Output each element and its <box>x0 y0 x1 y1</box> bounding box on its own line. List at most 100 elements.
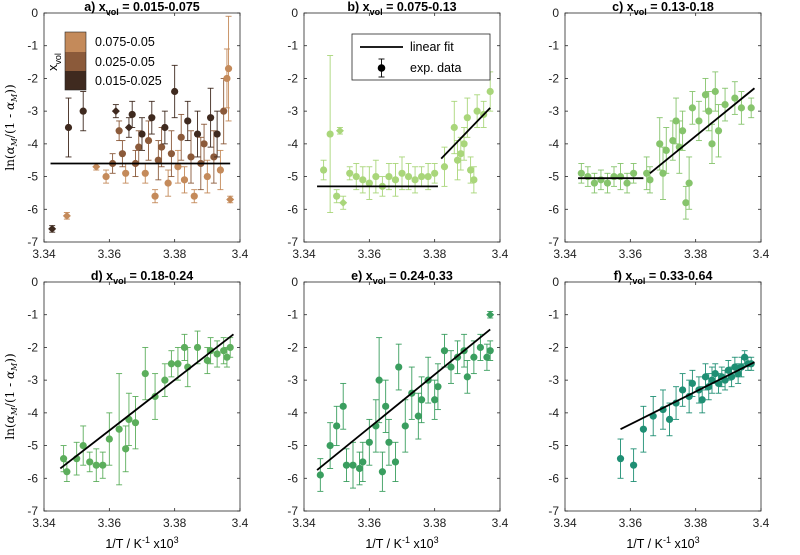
circle-marker <box>180 343 189 352</box>
x-axis-label-main: 1/T / K <box>105 537 142 551</box>
data-point <box>682 185 690 220</box>
data-point <box>187 130 195 184</box>
panel-title-sub: vol <box>373 276 386 286</box>
x-tick-label: 3.38 <box>684 516 708 530</box>
panel-title-sub: vol <box>632 276 645 286</box>
circle-marker <box>378 468 386 476</box>
data-point <box>105 412 113 466</box>
colorbar-swatch <box>65 71 86 90</box>
data-point <box>79 91 87 132</box>
circle-marker <box>603 179 612 187</box>
y-tick-label: -1 <box>548 39 559 53</box>
x-tick-label: 3.4 <box>753 247 770 261</box>
data-point <box>333 189 341 204</box>
y-tick-label: -3 <box>548 104 559 118</box>
data-point <box>184 100 192 142</box>
data-point <box>174 149 182 184</box>
y-tick-label: -5 <box>548 170 559 184</box>
circle-marker <box>135 143 143 151</box>
y-tick-label: 0 <box>552 275 559 289</box>
y-tick-label: -1 <box>27 39 38 53</box>
data-point <box>486 340 494 361</box>
circle-marker <box>365 438 373 446</box>
data-point <box>207 87 215 148</box>
circle-marker <box>711 370 719 378</box>
data-point <box>721 87 729 122</box>
axes-box <box>564 281 762 512</box>
x-axis-label-tail-exp: 3 <box>174 535 179 545</box>
y-tick-label: 0 <box>291 6 298 20</box>
circle-marker <box>200 140 208 148</box>
colorbar: 0.075-0.05 0.025-0.05 0.015-0.025 xvol <box>46 31 162 91</box>
data-point <box>141 163 149 184</box>
y-tick-label: -1 <box>27 308 38 322</box>
data-point <box>115 120 123 142</box>
circle-marker <box>154 156 162 164</box>
x-axis-label: 1/T / K-1 x103 <box>626 535 699 551</box>
circle-marker <box>213 350 221 358</box>
circle-marker <box>63 468 71 476</box>
y-axis-label-part: α <box>3 102 17 110</box>
data-point <box>161 363 169 397</box>
circle-marker <box>705 107 713 115</box>
circle-marker <box>643 169 651 177</box>
y-axis-label-part: /(1 - <box>3 379 17 407</box>
data-point <box>398 156 406 191</box>
y-axis-label-part: α <box>3 371 17 379</box>
circle-marker <box>486 87 494 96</box>
y-tick-label: 0 <box>31 6 38 20</box>
data-point <box>391 163 400 197</box>
circle-marker <box>486 347 494 355</box>
data-point <box>151 189 159 204</box>
x-axis-label-tail-exp: 3 <box>434 535 439 545</box>
axes-box <box>303 281 501 512</box>
circle-marker <box>460 140 468 148</box>
y-tick-label: -6 <box>287 202 298 216</box>
data-point <box>737 91 746 125</box>
y-tick-label: -7 <box>27 504 38 518</box>
data-point <box>226 337 234 358</box>
data-point <box>418 166 426 187</box>
circle-marker <box>339 402 347 410</box>
circle-marker <box>128 110 136 119</box>
data-point <box>741 350 749 365</box>
data-point <box>679 110 687 151</box>
colorbar-title-main: x <box>46 64 60 71</box>
circle-marker <box>161 376 169 384</box>
panel-title-sub: vol <box>634 7 647 17</box>
circle-marker <box>226 343 234 352</box>
data-point <box>639 405 648 453</box>
circle-marker <box>630 461 638 469</box>
x-axis-label: 1/T / K-1 x103 <box>105 535 178 551</box>
circle-marker <box>122 445 130 453</box>
data-point <box>610 166 618 187</box>
circle-marker <box>342 461 351 469</box>
data-point <box>193 330 202 365</box>
circle-marker <box>401 422 409 430</box>
y-tick-label: -3 <box>27 373 38 387</box>
data-point <box>167 350 175 378</box>
circle-marker <box>346 169 354 177</box>
data-point <box>339 382 347 430</box>
x-tick-label: 3.36 <box>619 247 643 261</box>
circle-marker <box>79 441 87 450</box>
y-tick-label: -6 <box>27 202 38 216</box>
circle-marker <box>695 117 703 125</box>
x-tick-label: 3.36 <box>619 516 643 530</box>
data-point <box>342 448 351 483</box>
circle-marker <box>207 114 215 122</box>
circle-marker <box>131 419 140 427</box>
data-point <box>656 117 664 171</box>
circle-marker <box>355 464 364 473</box>
circle-marker <box>224 65 233 73</box>
circle-marker <box>141 169 149 177</box>
x-axis-label-tail-exp: 3 <box>695 535 700 545</box>
data-point <box>326 422 334 469</box>
data-point <box>385 418 393 466</box>
panel-title-prefix: a) x <box>84 0 106 14</box>
circle-marker <box>711 87 719 96</box>
y-tick-label: -7 <box>27 235 38 249</box>
data-point <box>316 458 324 492</box>
panel-title-sub: vol <box>113 276 126 286</box>
circle-marker <box>630 169 638 177</box>
